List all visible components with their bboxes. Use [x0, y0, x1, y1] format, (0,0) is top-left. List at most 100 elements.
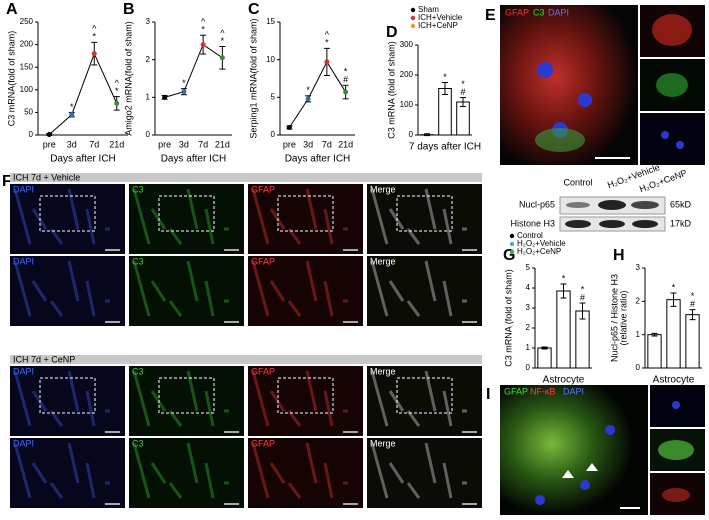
channel-label: Merge: [370, 366, 396, 376]
significance-mark: *: [70, 102, 74, 112]
significance-mark: *: [581, 284, 585, 294]
y-tick-label: 200: [20, 40, 34, 49]
legend-marker: [509, 249, 515, 255]
data-point: [305, 96, 311, 102]
y-tick-label: 1: [526, 343, 531, 352]
significance-mark: *: [562, 273, 566, 283]
channel-label: DAPI: [13, 366, 34, 376]
legend-marker: [410, 15, 416, 21]
panel-letter: C: [248, 1, 260, 18]
zoom-box: [39, 377, 96, 414]
error-bar: [651, 332, 658, 337]
x-tick-label: pre: [283, 139, 296, 149]
texture: [287, 482, 302, 499]
data-point: [162, 94, 168, 100]
x-axis-label: Days after ICH: [50, 154, 116, 165]
error-bar: [560, 283, 567, 299]
zoom-box: [158, 195, 215, 232]
x-axis-label: Days after ICH: [285, 154, 351, 165]
micrograph: [640, 113, 705, 165]
bar: [438, 88, 452, 136]
y-tick-label: 0: [409, 130, 414, 139]
channel-label: Merge: [370, 438, 396, 448]
y-axis-label: C3 mRNA(fold of sham): [6, 31, 16, 127]
channel-label: DAPI: [13, 256, 34, 266]
x-tick-label: 7d: [198, 139, 208, 149]
y-tick-label: 1: [146, 92, 151, 101]
zoom-box: [39, 195, 96, 232]
y-tick-label: 100: [400, 100, 414, 109]
texture: [85, 390, 96, 427]
x-tick-label: pre: [43, 139, 56, 149]
y-tick-label: 3: [636, 263, 641, 272]
texture: [85, 208, 96, 245]
texture: [370, 188, 389, 245]
legend-marker: [410, 23, 416, 29]
panel-e: E GFAP C3 DAPI: [485, 5, 705, 165]
chart: G 0 1 2 3 4 5 C3 mRNA (fold of sham) Astrocyte * *…: [503, 231, 592, 386]
x-tick-label: 3d: [303, 139, 313, 149]
x-tick-label: pre: [158, 139, 171, 149]
micrograph: [367, 184, 482, 254]
texture: [13, 188, 32, 245]
band-label: Histone H3: [510, 218, 555, 228]
legend-label: H₂O₂+CeNP: [517, 247, 561, 256]
y-tick-label: 2: [526, 323, 531, 332]
texture: [323, 462, 334, 499]
nucleus: [537, 62, 553, 78]
texture: [323, 208, 334, 245]
channel-label: GFAP: [251, 438, 275, 448]
texture: [85, 462, 96, 499]
y-tick-label: 200: [400, 70, 414, 79]
texture: [305, 442, 318, 484]
texture: [132, 188, 151, 245]
bar: [537, 347, 552, 369]
band: [632, 220, 658, 228]
significance-mark: #: [690, 299, 695, 309]
error-bar: [424, 133, 430, 137]
panel-letter: B: [123, 1, 135, 18]
texture: [132, 442, 151, 499]
texture: [406, 482, 421, 499]
stain: [652, 14, 692, 46]
texture: [251, 260, 270, 317]
channel-label: GFAP: [251, 366, 275, 376]
x-axis-label: Days after ICH: [161, 154, 227, 165]
significance-mark: *: [92, 32, 96, 42]
channel-label: GFAP: [251, 184, 275, 194]
western-blot: Control H₂O₂+Vehicle H₂O₂+CeNP Nucl-p65 …: [510, 162, 692, 232]
y-tick-label: 250: [20, 17, 34, 26]
y-tick-label: 1: [636, 330, 641, 339]
texture: [13, 442, 32, 499]
channel-label: GFAP: [251, 256, 275, 266]
nucleus: [535, 495, 545, 505]
y-axis-label: C3 mRNA (fold of sham): [386, 41, 396, 139]
micrograph: [248, 438, 363, 508]
y-tick-label: 0: [271, 130, 276, 139]
texture: [370, 370, 389, 427]
texture: [85, 280, 96, 317]
significance-mark: #: [580, 292, 585, 302]
data-line: [288, 60, 347, 128]
significance-mark: #: [343, 75, 348, 85]
channel-label: C3: [132, 256, 144, 266]
texture: [370, 442, 389, 499]
x-axis-label: 7 days after ICH: [409, 142, 481, 153]
micrograph: [10, 184, 125, 254]
y-tick-label: 300: [400, 40, 414, 49]
group-header: [10, 173, 482, 182]
nucleus: [676, 141, 684, 149]
y-tick-label: 0: [636, 363, 641, 372]
legend-label: Control: [517, 231, 543, 240]
texture: [67, 260, 80, 302]
panel-letter: A: [6, 1, 18, 18]
panel-f: F ICH 7d + Vehicle DAPI C3 GFAP Merge DAPI C3 G…: [2, 172, 482, 508]
band: [598, 200, 626, 210]
panel-letter: H: [613, 247, 625, 264]
texture: [305, 260, 318, 302]
stain-label: NF-κB: [530, 386, 556, 396]
x-tick-label: 7d: [89, 139, 99, 149]
y-axis-label: Amigo2 mRNA(fold of sham): [123, 21, 133, 136]
legend-label: H₂O₂+Vehicle: [517, 239, 566, 248]
y-axis-label: Nucl-p65 / Histone H3: [609, 274, 619, 362]
